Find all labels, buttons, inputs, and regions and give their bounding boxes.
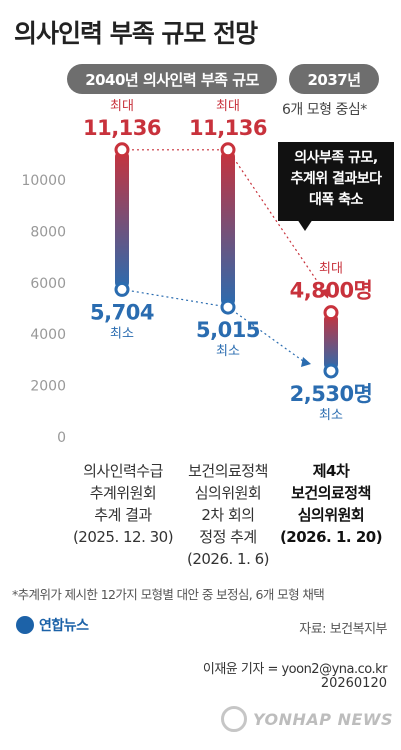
column-label-line: 2차 회의 (201, 506, 255, 524)
logo-text: 연합뉴스 (39, 618, 89, 634)
model-note: 6개 모형 중심* (282, 102, 367, 118)
range-bar (324, 312, 338, 371)
max-marker (114, 142, 130, 158)
min-value-label: 2,530명 (290, 382, 373, 406)
callout-line: 추계위 결과보다 (290, 171, 382, 187)
max-value-label: 11,136 (189, 116, 267, 140)
footnote: *추계위가 제시한 12가지 모형별 대안 중 보정심, 6개 모형 채택 (12, 587, 325, 602)
max-marker (220, 142, 236, 158)
callout-box: 의사부족 규모, 추계위 결과보다 대폭 축소 (278, 142, 394, 221)
watermark-text: YONHAP NEWS (253, 709, 394, 729)
range-bar (115, 149, 129, 290)
min-value-label: 5,704 (90, 300, 154, 324)
watermark: YONHAP NEWS (221, 706, 393, 732)
min-marker (220, 299, 236, 315)
column-label-line: 의사인력수급 (83, 462, 163, 480)
y-tick-label: 0 (57, 430, 66, 446)
max-value-label: 11,136 (83, 116, 161, 140)
arrow-head (301, 356, 311, 367)
arrow-head (319, 288, 329, 299)
column-label-line: (2025. 12. 30) (72, 528, 174, 546)
min-word-label: 최소 (319, 408, 343, 423)
min-marker (323, 363, 339, 379)
min-marker (114, 281, 130, 297)
y-tick-label: 8000 (30, 224, 66, 240)
y-tick-label: 4000 (30, 327, 66, 343)
column-label-line: 추계위원회 (89, 484, 157, 502)
source: 자료: 보건복지부 (299, 622, 387, 637)
column-label-line: 심의위원회 (194, 484, 262, 502)
callout-line: 대폭 축소 (309, 192, 363, 208)
column-label-line: 심의위원회 (297, 506, 365, 524)
column-label-line: (2026. 1. 6) (186, 550, 270, 568)
yonhap-logo-icon (16, 616, 34, 634)
header-pill-2040: 2040년 의사인력 부족 규모 (67, 64, 277, 94)
range-chart: 10000 8000 6000 4000 2000 0 최대 11,136 5,704 최소 최대 1… (21, 99, 373, 446)
column-label-line: 추계 결과 (94, 506, 152, 524)
callout-line: 의사부족 규모, (294, 150, 378, 166)
max-word-label: 최대 (319, 262, 343, 277)
max-word-label: 최대 (110, 99, 134, 114)
min-value-label: 5,015 (196, 318, 260, 342)
watermark-icon (221, 706, 247, 732)
column-label-line: 정정 추계 (199, 528, 257, 546)
min-word-label: 최소 (216, 344, 240, 359)
yonhap-logo: 연합뉴스 (16, 615, 89, 635)
y-tick-label: 2000 (30, 379, 66, 395)
max-value-label: 4,800명 (290, 279, 373, 303)
y-tick-label: 6000 (30, 276, 66, 292)
max-connector-line (227, 149, 326, 293)
y-tick-label: 10000 (21, 173, 66, 189)
max-marker (323, 305, 339, 321)
column-label-line: 보건의료정책 (291, 484, 371, 502)
page-title: 의사인력 부족 규모 전망 (14, 19, 258, 48)
header-pill-2037: 2037년 (289, 64, 379, 94)
column-label-line: (2026. 1. 20) (279, 528, 383, 546)
credit: 이재윤 기자 = yoon2@yna.co.kr (202, 662, 388, 677)
callout-tail (297, 219, 313, 231)
column-label-line: 보건의료정책 (188, 462, 268, 480)
range-bar (221, 149, 235, 308)
min-word-label: 최소 (110, 326, 134, 341)
max-word-label: 최대 (216, 99, 240, 114)
column-label-line: 제4차 (312, 462, 350, 480)
min-connector-line (227, 306, 304, 362)
date: 20260120 (320, 676, 387, 691)
